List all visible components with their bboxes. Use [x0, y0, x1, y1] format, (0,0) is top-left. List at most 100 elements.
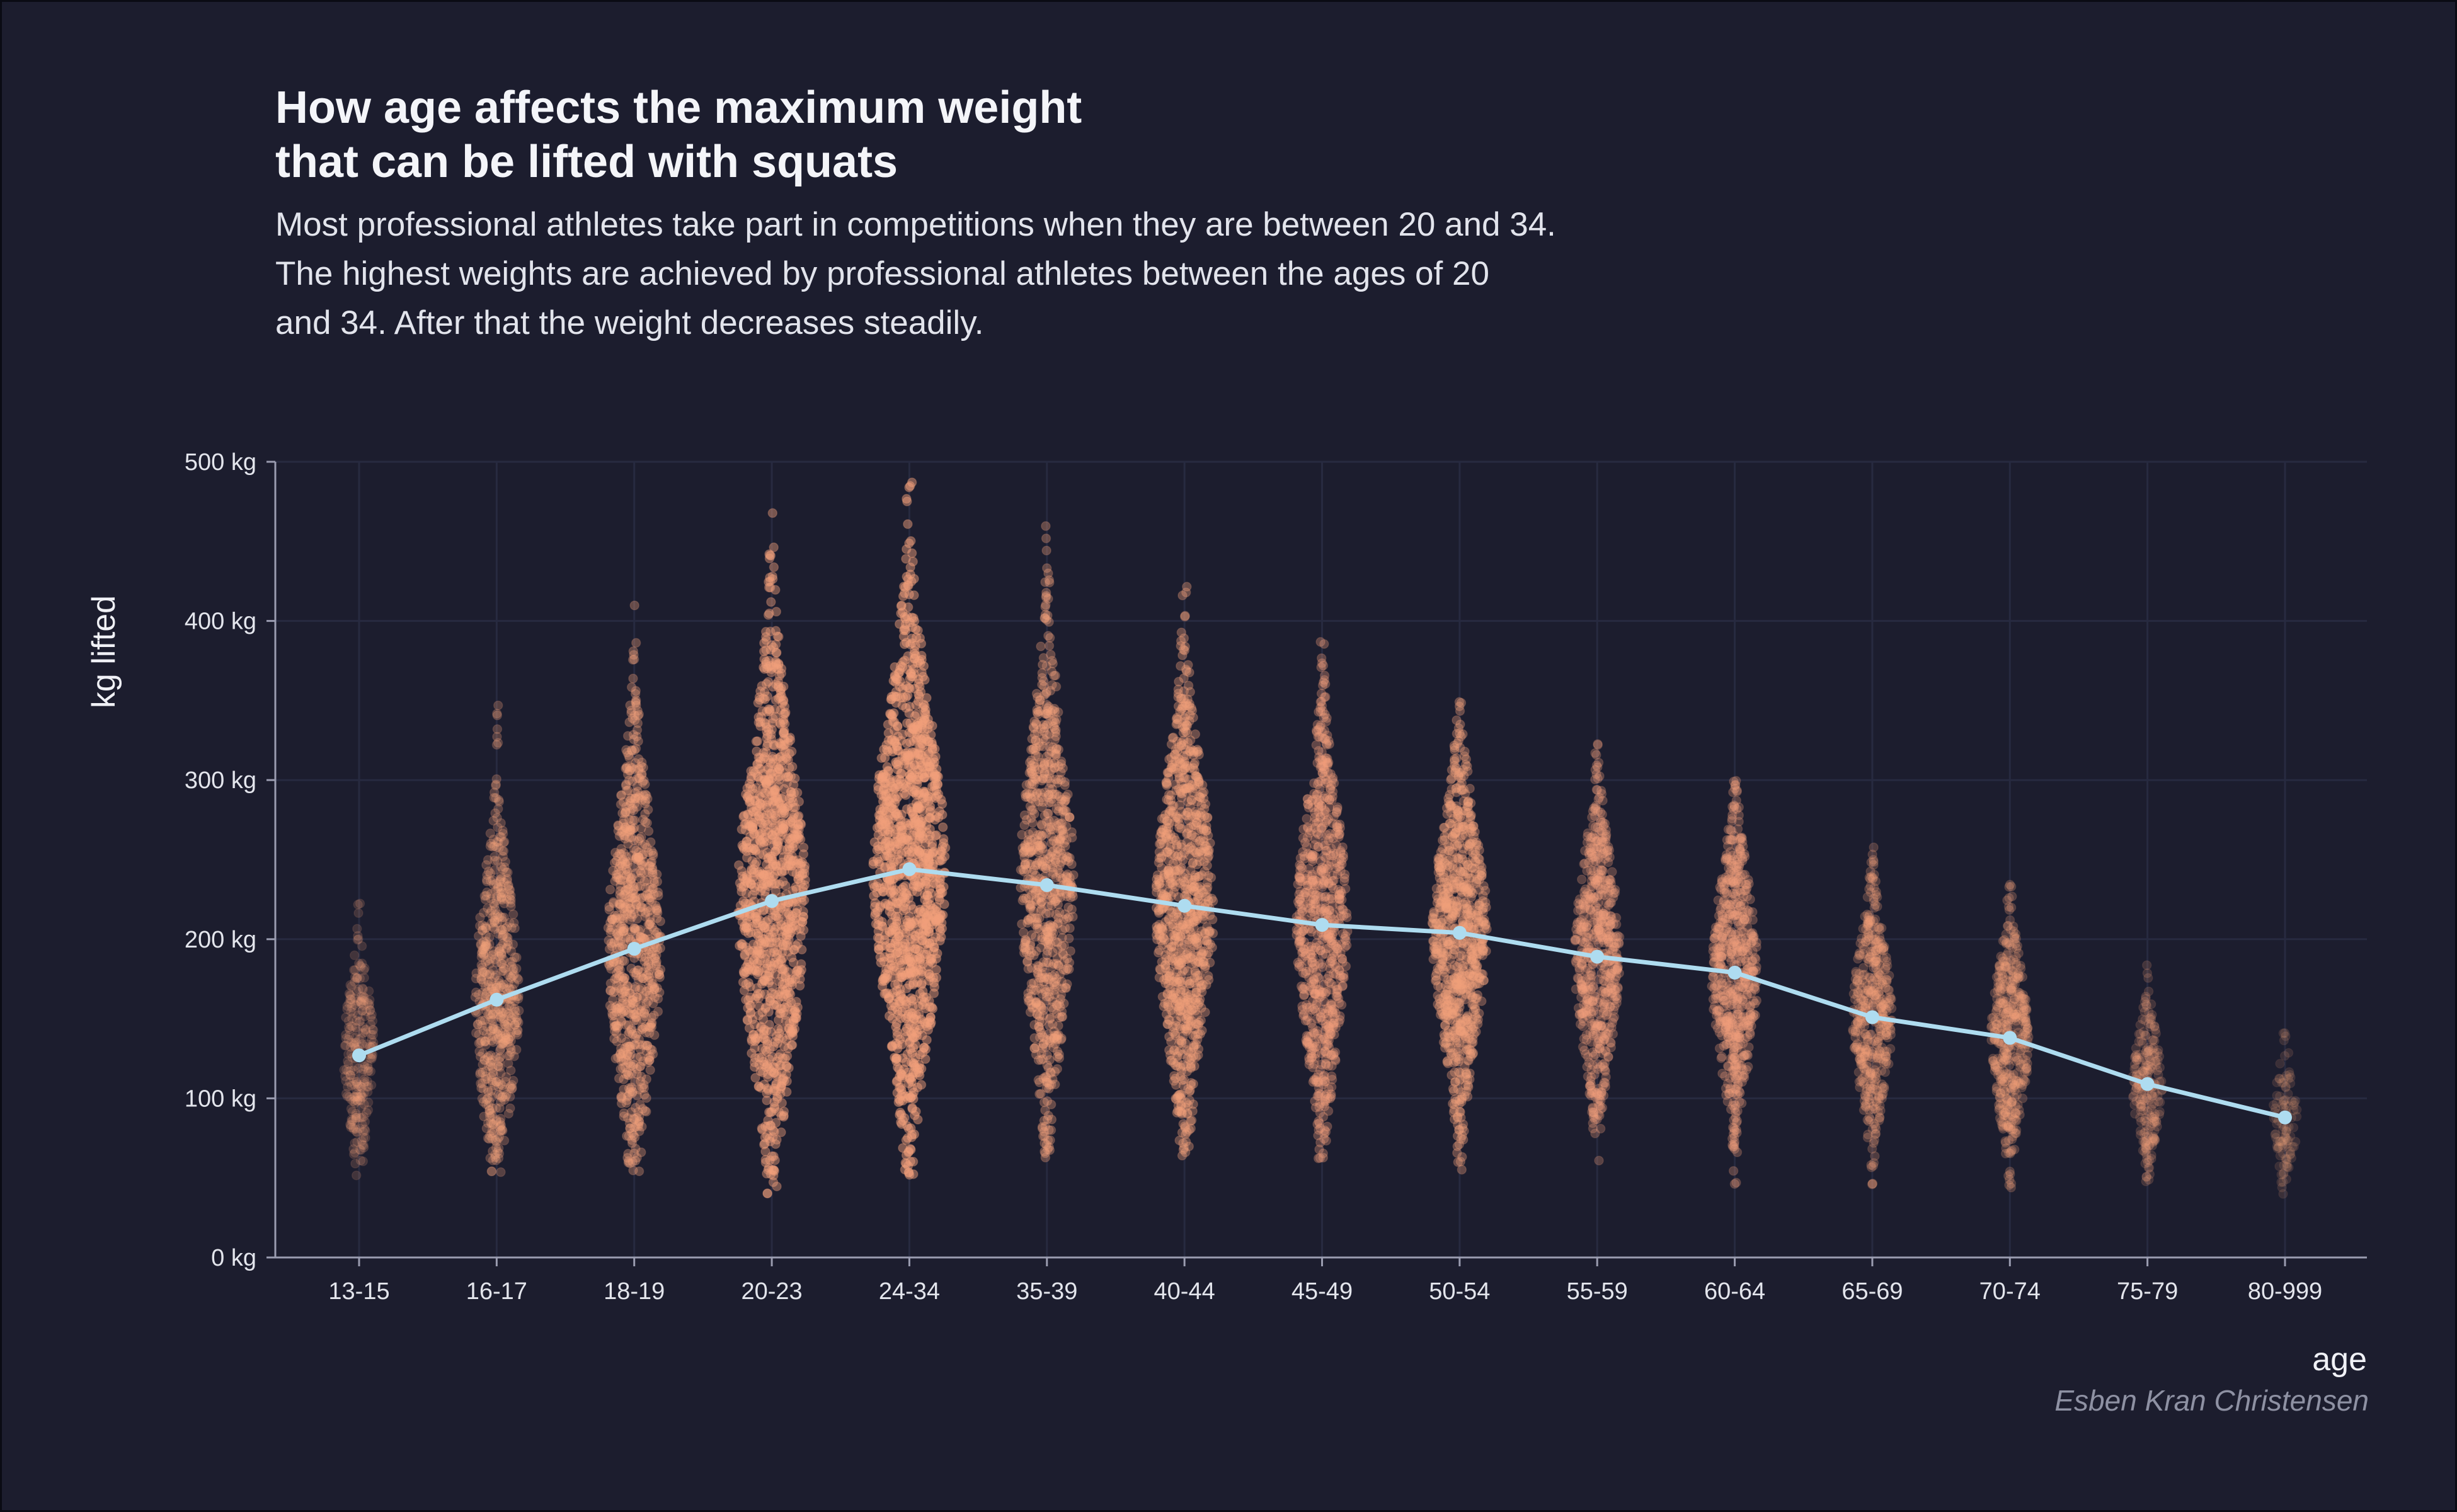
data-point [476, 952, 487, 963]
data-point [615, 965, 625, 975]
data-point [492, 709, 502, 719]
data-point [507, 961, 517, 971]
data-point [1043, 706, 1053, 716]
chart-subtitle-line-1: Most professional athletes take part in … [275, 206, 1556, 243]
data-point [885, 942, 895, 953]
data-point [906, 993, 917, 1004]
data-point [874, 859, 885, 869]
data-point [488, 965, 498, 975]
data-point [791, 997, 801, 1007]
data-point [1060, 796, 1070, 806]
data-point [342, 1091, 353, 1101]
data-point [906, 1145, 916, 1155]
data-point [358, 1000, 369, 1011]
data-point [1064, 964, 1074, 975]
data-point [1018, 927, 1029, 937]
data-point [358, 1064, 369, 1075]
swarm-18-19 [603, 600, 666, 1176]
data-point [494, 796, 505, 807]
data-point [486, 1072, 496, 1082]
data-point [356, 991, 367, 1002]
data-point [750, 789, 760, 799]
data-point [356, 997, 366, 1007]
data-point [1054, 1053, 1065, 1063]
data-point [898, 729, 908, 740]
data-point [351, 1113, 361, 1123]
data-point [912, 963, 922, 973]
data-point [507, 1080, 517, 1090]
data-point [623, 839, 633, 849]
data-point [774, 660, 784, 670]
data-point [486, 1055, 497, 1065]
data-point [1056, 774, 1067, 785]
data-point [1034, 1011, 1045, 1021]
data-point [1048, 789, 1058, 799]
data-point [631, 1113, 642, 1123]
data-point [484, 1097, 495, 1107]
data-point [624, 801, 634, 811]
data-point [352, 1016, 362, 1026]
data-point [1041, 533, 1051, 544]
data-point [475, 1016, 486, 1026]
data-point [365, 995, 375, 1005]
data-point [1019, 948, 1029, 958]
data-point [1050, 718, 1061, 728]
data-point [490, 1149, 500, 1160]
data-point [351, 1113, 362, 1123]
data-point [892, 1087, 902, 1098]
data-point [907, 477, 917, 488]
data-point [620, 983, 630, 994]
data-point [1046, 778, 1057, 788]
data-point [643, 826, 654, 837]
data-point [903, 519, 913, 529]
data-point [1036, 1028, 1046, 1038]
data-point [741, 840, 752, 850]
data-point [887, 896, 898, 907]
data-point [936, 794, 946, 805]
data-point [899, 612, 910, 622]
data-point [1046, 1099, 1057, 1109]
data-point [764, 774, 774, 785]
data-point [636, 907, 646, 917]
data-point [1045, 1055, 1055, 1065]
data-point [1029, 1043, 1040, 1053]
data-point [897, 1007, 907, 1017]
data-point [1040, 602, 1050, 612]
data-point [628, 673, 638, 684]
data-point [1019, 820, 1029, 830]
data-point [897, 836, 907, 847]
data-point [1040, 577, 1050, 587]
data-point [931, 916, 941, 926]
data-point [486, 1166, 497, 1176]
data-point [352, 986, 362, 997]
data-point [638, 1104, 648, 1114]
data-point [878, 826, 888, 837]
data-point [883, 850, 894, 861]
data-point [631, 638, 641, 648]
data-point [607, 1011, 618, 1021]
data-point [481, 931, 491, 941]
data-point [890, 782, 901, 793]
data-point [493, 1133, 503, 1144]
data-point [929, 982, 940, 992]
data-point [896, 885, 907, 895]
data-point [1063, 912, 1074, 922]
data-point [355, 898, 365, 908]
data-point [357, 995, 367, 1005]
data-point [742, 809, 753, 820]
data-point [1041, 1072, 1051, 1082]
data-point [1031, 750, 1041, 760]
data-point [741, 967, 752, 978]
data-point [1041, 592, 1051, 602]
data-point [340, 1071, 350, 1082]
data-point [1043, 1063, 1053, 1073]
data-point [917, 814, 927, 825]
data-point [1055, 969, 1065, 980]
data-point [779, 726, 789, 736]
data-point [924, 736, 934, 747]
data-point [870, 898, 880, 908]
data-point [915, 1050, 925, 1060]
data-point [624, 815, 634, 825]
data-point [496, 912, 507, 922]
